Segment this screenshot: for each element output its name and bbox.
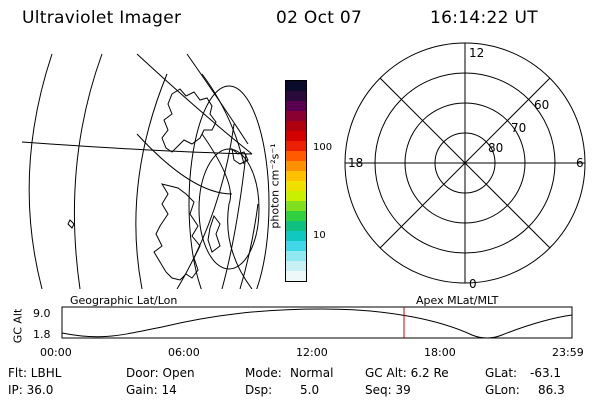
colorbar-band	[286, 251, 306, 261]
colorbar-band	[286, 161, 306, 171]
colorbar-tick-10: 10	[313, 230, 326, 241]
mlt-label-12: 12	[469, 46, 484, 60]
alt-tick-9: 9.0	[33, 307, 51, 320]
time-tick-1200: 12:00	[296, 346, 328, 359]
colorbar-band	[286, 111, 306, 121]
mode-label: Mode:	[245, 366, 282, 380]
glat-value: -63.1	[530, 366, 562, 380]
geographic-panel-label: Geographic Lat/Lon	[70, 294, 178, 307]
ip-info: IP: 36.0	[8, 383, 54, 397]
colorbar-band	[286, 231, 306, 241]
time-tick-0600: 06:00	[168, 346, 200, 359]
colorbar-band	[286, 221, 306, 231]
colorbar-band	[286, 201, 306, 211]
time-tick-1800: 18:00	[424, 346, 456, 359]
door-info: Door: Open	[126, 366, 195, 380]
altitude-plot	[61, 306, 573, 339]
mlat-label-60: 60	[534, 98, 549, 112]
altitude-ylabel: GC Alt	[11, 308, 25, 344]
colorbar-band	[286, 191, 306, 201]
colorbar-band	[286, 121, 306, 131]
date-label: 02 Oct 07	[276, 8, 363, 28]
time-tick-2359: 23:59	[552, 346, 584, 359]
mlat-label-70: 70	[511, 121, 526, 135]
alt-tick-1-8: 1.8	[33, 328, 51, 341]
colorbar-band	[286, 241, 306, 251]
colorbar-band	[286, 171, 306, 181]
mode-value: Normal	[290, 366, 334, 380]
colorbar	[285, 80, 307, 282]
colorbar-band	[286, 151, 306, 161]
colorbar-band	[286, 271, 306, 281]
time-tick-0000: 00:00	[40, 346, 72, 359]
geographic-map	[22, 53, 270, 289]
mlt-label-6: 6	[576, 156, 584, 170]
mlat-mlt-plot: 12 18 6 0 60 70 80	[344, 42, 586, 291]
glon-label: GLon:	[485, 383, 520, 397]
glon-value: 86.3	[538, 383, 565, 397]
colorbar-band	[286, 101, 306, 111]
colorbar-label: photon cm⁻²s⁻¹	[268, 143, 282, 229]
dsp-label: Dsp:	[245, 383, 273, 397]
instrument-title: Ultraviolet Imager	[22, 8, 182, 28]
glat-label: GLat:	[485, 366, 518, 380]
colorbar-tick-100: 100	[313, 142, 333, 153]
colorbar-band	[286, 261, 306, 271]
seq-info: Seq: 39	[365, 383, 411, 397]
colorbar-band	[286, 91, 306, 101]
colorbar-band	[286, 211, 306, 221]
mlat-label-80: 80	[488, 141, 503, 155]
gain-info: Gain: 14	[126, 383, 177, 397]
gc-alt-info: GC Alt: 6.2 Re	[365, 366, 449, 380]
colorbar-band	[286, 181, 306, 191]
time-label: 16:14:22 UT	[430, 8, 538, 28]
apex-panel-label: Apex MLat/MLT	[416, 294, 499, 307]
colorbar-band	[286, 131, 306, 141]
colorbar-band	[286, 81, 306, 91]
filter-info: Flt: LBHL	[8, 366, 62, 380]
colorbar-band	[286, 141, 306, 151]
mlt-label-18: 18	[348, 156, 363, 170]
dsp-value: 5.0	[300, 383, 320, 397]
mlt-label-0: 0	[469, 277, 477, 291]
